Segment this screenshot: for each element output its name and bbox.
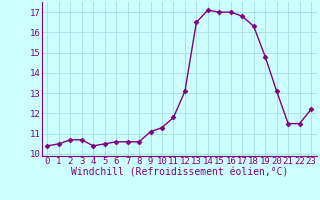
X-axis label: Windchill (Refroidissement éolien,°C): Windchill (Refroidissement éolien,°C) bbox=[70, 168, 288, 178]
